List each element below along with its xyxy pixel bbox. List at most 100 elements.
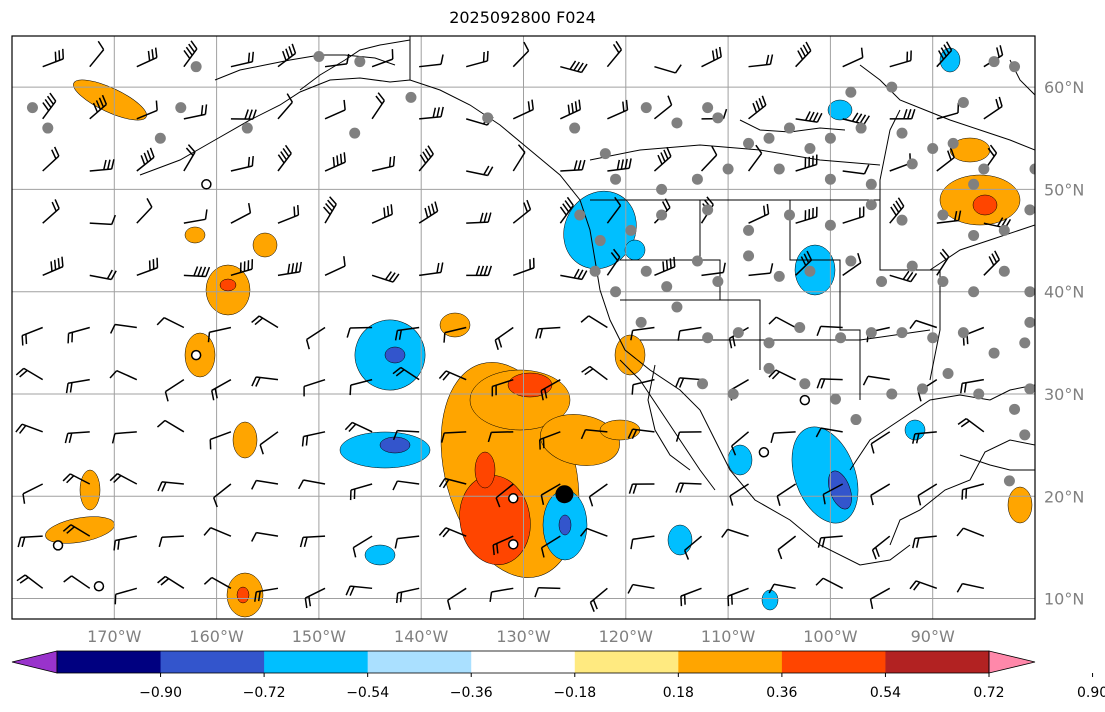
- wind-barb: [675, 431, 702, 442]
- wind-barb: [842, 112, 870, 125]
- station-marker: [876, 275, 888, 287]
- longitude-tick-label: 90°W: [911, 627, 955, 646]
- colorbar-extend-low: [11, 650, 58, 674]
- wind-barb: [158, 535, 184, 548]
- wind-barb: [795, 154, 818, 172]
- latitude-tick-label: 10°N: [1044, 590, 1084, 609]
- colorbar-tick-label: −0.54: [346, 685, 389, 701]
- station-marker: [482, 112, 494, 124]
- longitude-labels: 170°W 160°W 150°W 140°W 130°W 120°W 110°W 100°W…: [87, 627, 955, 646]
- anomaly-fill-region: [727, 444, 753, 476]
- wind-barb: [419, 54, 444, 68]
- wind-barb: [534, 586, 561, 598]
- wind-barb: [438, 527, 467, 538]
- station-marker: [702, 332, 714, 344]
- anomaly-fill-region: [219, 278, 237, 292]
- colorbar-segment: [57, 651, 162, 673]
- station-marker: [640, 102, 652, 114]
- wind-barb: [983, 96, 1003, 120]
- station-marker: [824, 219, 836, 231]
- anomaly-fill-region: [73, 79, 147, 121]
- wind-barb: [371, 92, 385, 120]
- wind-barb: [42, 256, 64, 277]
- station-marker: [702, 102, 714, 114]
- wind-barb: [795, 41, 812, 68]
- wind-barb: [491, 378, 514, 397]
- wind-barb: [495, 483, 514, 508]
- wind-barb: [438, 477, 467, 489]
- wind-barb: [909, 580, 938, 591]
- anomaly-fill-region: [384, 346, 406, 364]
- wind-barb: [203, 527, 232, 537]
- wind-barb: [815, 577, 844, 589]
- wind-barb: [251, 315, 279, 329]
- wind-barb: [394, 326, 420, 341]
- station-markers-layer: [26, 50, 1035, 592]
- wind-barb: [768, 583, 796, 594]
- coastline-path: [640, 329, 931, 341]
- anomaly-fill-region: [184, 226, 206, 244]
- open-circle-marker: [52, 540, 64, 551]
- wind-barb: [627, 428, 655, 440]
- station-marker: [1019, 429, 1031, 441]
- station-marker: [1024, 204, 1035, 216]
- map-title: 2025092800 F024: [449, 8, 596, 27]
- wind-barb: [17, 535, 43, 548]
- wind-barb: [606, 40, 623, 68]
- station-marker: [727, 388, 739, 400]
- wind-barb: [254, 587, 279, 602]
- wind-barb: [419, 106, 444, 120]
- wind-barb: [230, 155, 254, 172]
- wind-barb: [540, 379, 561, 401]
- wind-barb: [183, 144, 196, 172]
- station-marker: [691, 173, 703, 185]
- colorbar-segment: [471, 651, 576, 673]
- station-marker: [154, 132, 166, 144]
- station-marker: [865, 199, 877, 211]
- station-marker: [968, 229, 980, 241]
- wind-barb: [653, 95, 673, 120]
- anomaly-fill-region: [474, 451, 496, 489]
- station-marker: [799, 378, 811, 390]
- wind-barb: [512, 199, 532, 224]
- latitude-tick-label: 60°N: [1044, 78, 1084, 97]
- station-marker: [942, 368, 954, 380]
- wind-barb: [183, 266, 211, 278]
- station-marker: [569, 122, 581, 134]
- wind-barb: [251, 479, 279, 490]
- wind-barb: [209, 431, 232, 450]
- wind-barb: [324, 99, 346, 120]
- wind-barb: [304, 587, 326, 609]
- wind-barb: [446, 587, 467, 611]
- station-marker: [190, 61, 202, 73]
- wind-barb: [42, 48, 65, 68]
- anomaly-fill-region: [540, 414, 620, 466]
- wind-barb: [466, 265, 493, 277]
- wind-barb: [136, 100, 158, 120]
- wind-barb: [277, 43, 297, 68]
- longitude-tick-label: 170°W: [87, 627, 142, 646]
- wind-barb: [230, 259, 254, 277]
- station-marker: [804, 143, 816, 155]
- wind-barb: [277, 261, 302, 277]
- wind-barb: [418, 201, 439, 224]
- coastline-path: [789, 200, 861, 400]
- station-marker: [1024, 383, 1035, 395]
- station-marker: [697, 378, 709, 390]
- wind-barb: [392, 429, 420, 441]
- wind-barb: [512, 144, 526, 172]
- wind-barb: [731, 431, 750, 456]
- wind-barb: [22, 483, 44, 504]
- station-marker: [1009, 403, 1021, 415]
- station-marker: [349, 127, 361, 139]
- colorbar-tick-label: −0.90: [139, 685, 182, 701]
- wind-barb: [15, 367, 44, 381]
- station-marker: [906, 158, 918, 170]
- station-marker: [773, 163, 785, 175]
- station-marker: [906, 260, 918, 272]
- station-marker: [763, 132, 775, 144]
- wind-barb: [42, 92, 57, 120]
- wind-barb: [230, 51, 255, 68]
- longitude-tick-label: 160°W: [189, 627, 244, 646]
- station-marker: [1024, 286, 1035, 298]
